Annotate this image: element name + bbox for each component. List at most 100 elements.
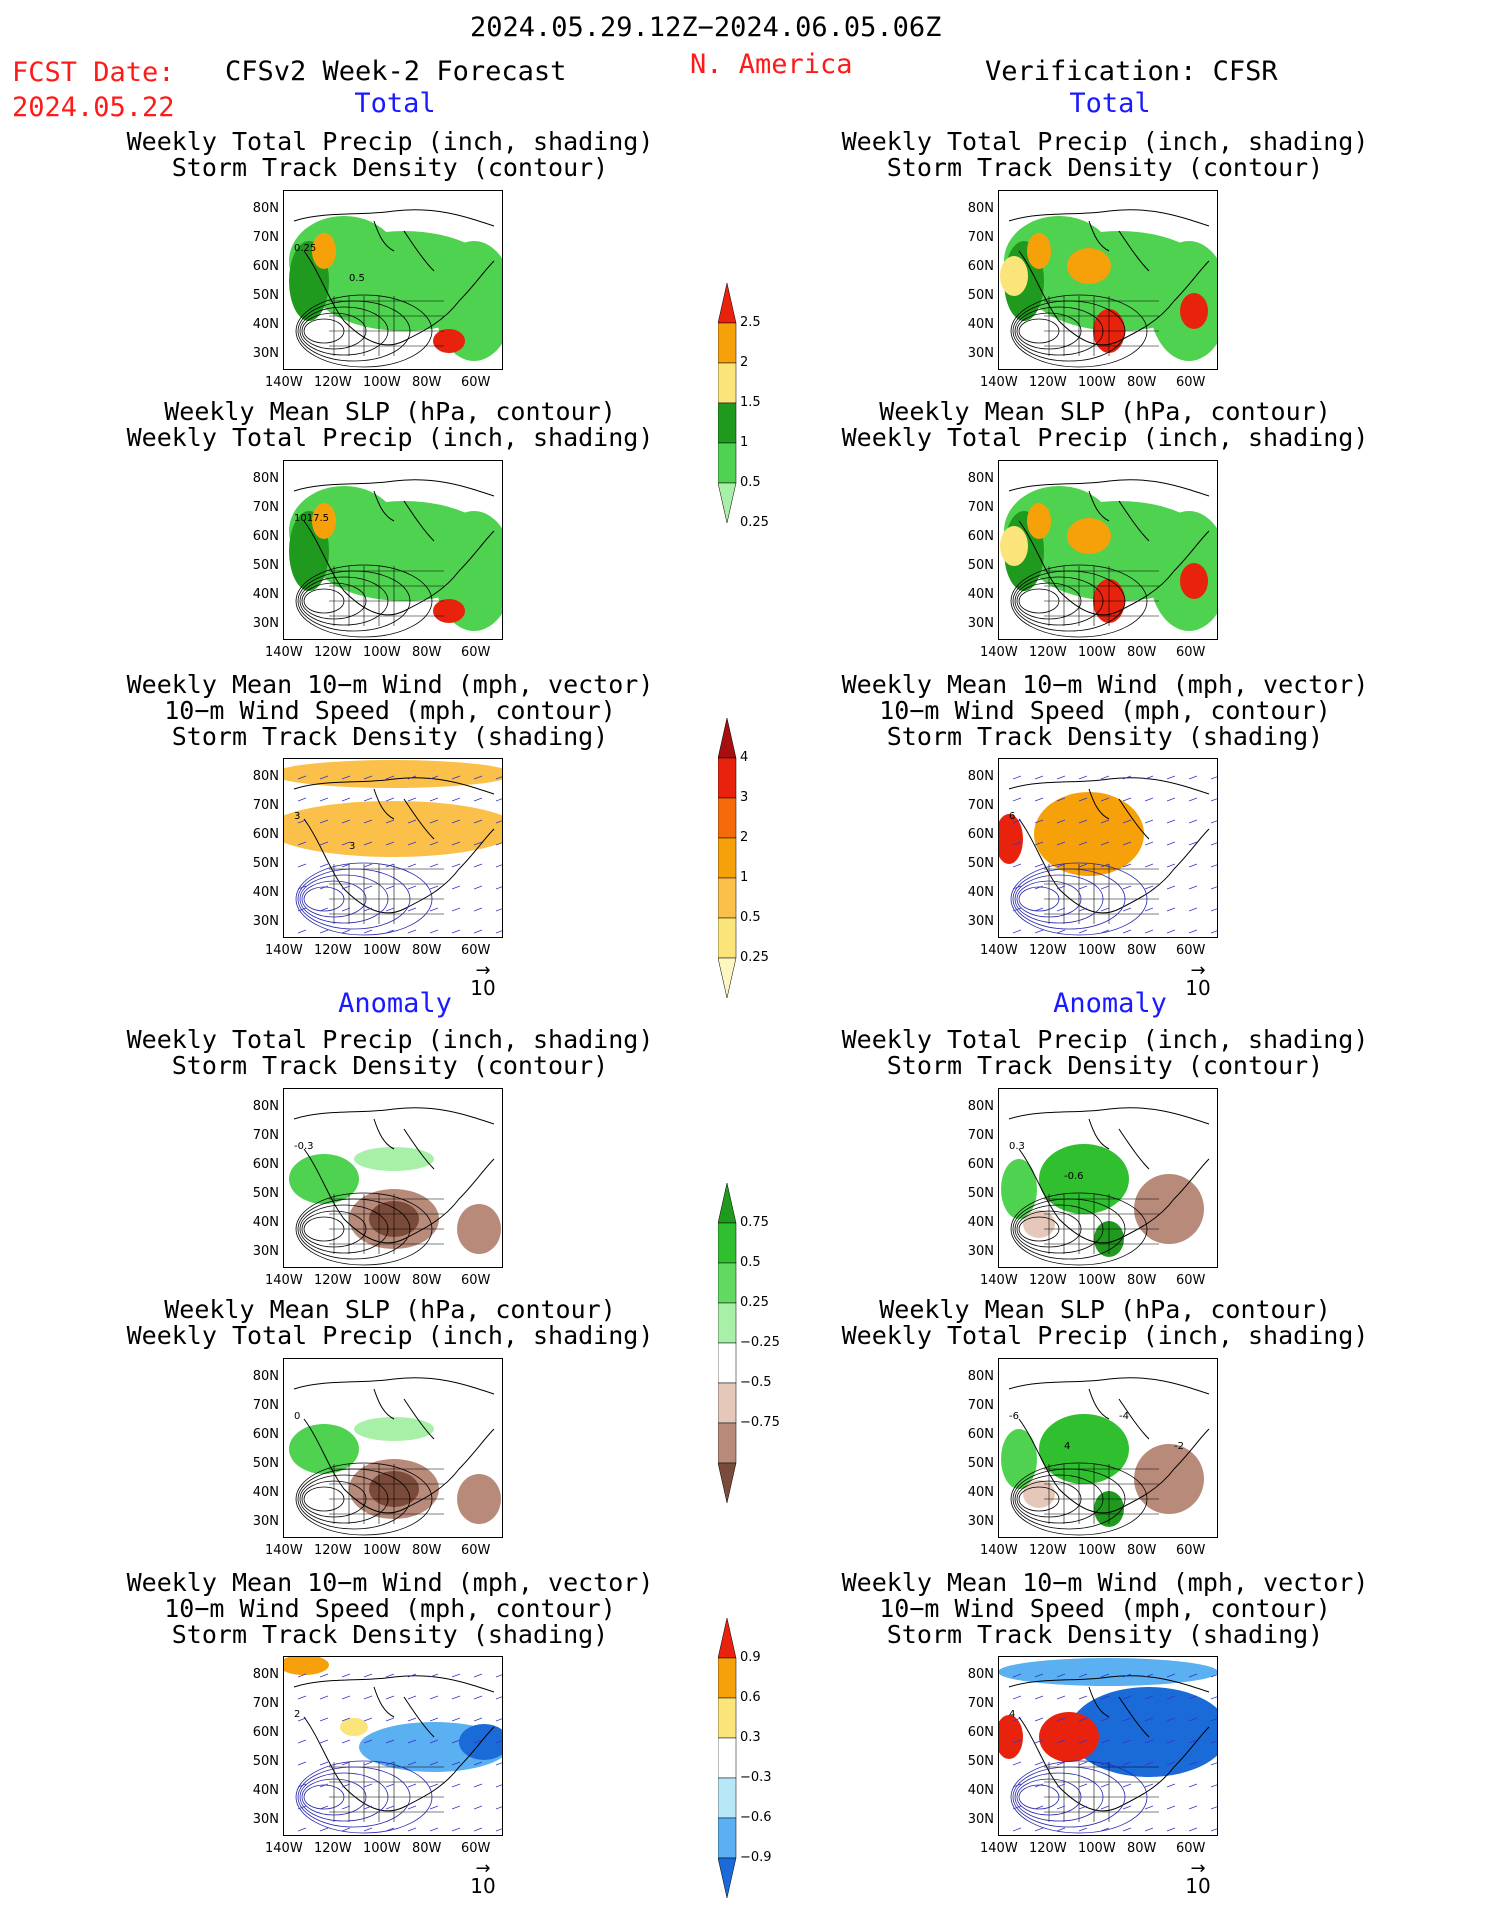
wind-vector (1188, 1717, 1198, 1722)
map-panel: 0 (283, 1358, 503, 1538)
wind-vector (1012, 1761, 1022, 1766)
forecast-title: CFSv2 Week-2 Forecast (225, 56, 567, 87)
colorbar-label: 1 (740, 435, 749, 450)
wind-vector (1210, 1740, 1217, 1744)
wind-vector (1012, 885, 1022, 890)
wind-vector (1122, 775, 1132, 780)
wind-vector (1144, 1761, 1154, 1766)
lon-tick-label: 80W (412, 1841, 442, 1856)
precip-anom-shade (1001, 1159, 1037, 1219)
colorbar-label: 2 (740, 830, 749, 845)
wind-vector (1122, 1717, 1132, 1722)
wind-vector (407, 1717, 417, 1722)
wind-vector (495, 1740, 502, 1744)
wind-vector (1188, 929, 1198, 934)
lat-tick-label: 80N (967, 201, 994, 216)
precip-shade (1000, 526, 1028, 566)
precip-anom-shade (457, 1204, 501, 1254)
contour-label: 1017.5 (294, 513, 329, 524)
lat-tick-label: 80N (252, 1667, 279, 1682)
colorbar-segment (717, 482, 737, 524)
wind-vector (495, 1762, 502, 1766)
wind-vector (319, 1695, 329, 1700)
wind-vector (341, 1673, 351, 1678)
lat-tick-label: 80N (967, 1667, 994, 1682)
contour-line (299, 306, 389, 356)
wind-vector (473, 841, 483, 846)
wind-vector (1210, 908, 1217, 912)
lat-tick-label: 30N (252, 616, 279, 631)
panel-title-line: Weekly Total Precip (inch, shading) (841, 1025, 1369, 1054)
contour-line (295, 1462, 433, 1536)
wind-vector (385, 819, 395, 824)
wind-vector (1144, 1673, 1154, 1678)
lat-tick-label: 70N (967, 500, 994, 515)
wind-vector (341, 1761, 351, 1766)
lat-tick-label: 70N (967, 1696, 994, 1711)
wind-vector (1166, 1783, 1176, 1788)
lat-tick-label: 80N (252, 769, 279, 784)
contour-line (1014, 1204, 1104, 1254)
wind-vector (363, 819, 373, 824)
precip-shade (1067, 248, 1111, 284)
lon-tick-label: 60W (1176, 1273, 1206, 1288)
lon-tick-label: 120W (1029, 645, 1067, 660)
lon-tick-label: 60W (461, 1841, 491, 1856)
lon-tick-label: 80W (412, 375, 442, 390)
wind-vector (1034, 1673, 1044, 1678)
coastline (293, 479, 495, 616)
wind-vector (1100, 1827, 1110, 1832)
lat-tick-label: 50N (252, 288, 279, 303)
wind-vector (385, 775, 395, 780)
map-graphic: 2 (284, 1657, 502, 1834)
contour-line (1010, 1462, 1148, 1536)
lat-tick-label: 50N (252, 1754, 279, 1769)
wind-vector (1078, 1717, 1088, 1722)
colorbar-segment (717, 1182, 737, 1224)
section-anomaly-left: Anomaly (338, 988, 452, 1019)
precip-shade (312, 233, 336, 269)
wind-vector (1210, 798, 1217, 802)
section-total-right: Total (1069, 88, 1151, 119)
lat-tick-label: 30N (252, 1514, 279, 1529)
colorbar-segment (717, 1737, 737, 1779)
colorbar-segment (717, 1262, 737, 1304)
wind-vector (363, 1827, 373, 1832)
wind-vector (1078, 1739, 1088, 1744)
lat-tick-label: 40N (252, 1485, 279, 1500)
lat-tick-label: 30N (967, 1244, 994, 1259)
wind-vector (319, 797, 329, 802)
wind-vector (473, 1827, 483, 1832)
contour-line (1018, 1216, 1060, 1242)
precip-shade (1027, 503, 1051, 539)
wind-vector (363, 907, 373, 912)
wind-vector (319, 1717, 329, 1722)
lon-tick-label: 60W (461, 645, 491, 660)
wind-vector (1034, 797, 1044, 802)
wind-vector (407, 1827, 417, 1832)
wind-vector (363, 1717, 373, 1722)
wind-vector (451, 775, 461, 780)
wind-vector (1122, 907, 1132, 912)
contour-line (1016, 880, 1082, 918)
contour-line (1014, 874, 1104, 924)
wind-vector (1122, 863, 1132, 868)
colorbar-label: 0.25 (740, 515, 769, 530)
lon-tick-label: 140W (980, 1273, 1018, 1288)
contour-label: 6 (1009, 811, 1015, 822)
wind-vector (1144, 1805, 1154, 1810)
lon-tick-label: 120W (1029, 1543, 1067, 1558)
colorbar-segment (717, 282, 737, 324)
wind-vector (1188, 1673, 1198, 1678)
wind-vector (1056, 1805, 1066, 1810)
lat-tick-label: 50N (967, 1456, 994, 1471)
panel-title-line: Weekly Mean 10−m Wind (mph, vector) (126, 1568, 654, 1597)
wind-vector (1056, 1717, 1066, 1722)
lon-tick-label: 100W (363, 943, 401, 958)
colorbar-segment (717, 1857, 737, 1899)
map-panel: 1017.5 (283, 460, 503, 640)
wind-vector (1210, 1784, 1217, 1788)
colorbar-precip-total: 2.5 2 1.5 1 0.5 0.25 (717, 268, 788, 542)
wind-vector (407, 819, 417, 824)
wind-vector (1188, 885, 1198, 890)
